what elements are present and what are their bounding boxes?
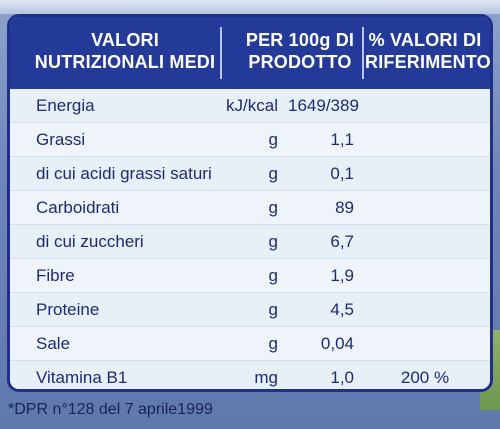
nutrient-reference — [370, 334, 480, 354]
nutrient-unit: g — [268, 164, 278, 183]
nutrient-name: Proteine — [36, 300, 100, 319]
row-separator — [10, 122, 490, 123]
row-background — [10, 293, 490, 327]
header-divider — [362, 27, 364, 79]
row-separator — [10, 360, 490, 361]
nutrient-value: 4,5 — [330, 300, 354, 319]
nutrition-row-energy: Energia kJ/kcal 1649/389 — [10, 89, 490, 123]
nutrient-name: Grassi — [36, 130, 86, 149]
nutrient-unit: g — [268, 198, 278, 217]
header-column-reference: % VALORI DI RIFERIMENTO* — [365, 30, 493, 72]
nutrient-reference — [370, 164, 480, 184]
nutrition-row-sugars: di cui zuccheri g 6,7 — [10, 225, 490, 259]
nutrient-unit: kJ/kcal — [226, 96, 278, 115]
header-column-per-100g: PER 100g DI PRODOTTO — [245, 30, 355, 72]
row-background — [10, 123, 490, 157]
nutrient-name: Vitamina B1 — [36, 368, 128, 387]
row-background — [10, 157, 490, 191]
row-background — [10, 327, 490, 361]
nutrient-unit: g — [268, 232, 278, 251]
nutrient-value: 0,1 — [330, 164, 354, 183]
nutrition-table: VALORI NUTRIZIONALI MEDI PER 100g DI PRO… — [7, 14, 493, 392]
nutrient-name: Fibre — [36, 266, 75, 285]
nutrient-value: 6,7 — [330, 232, 354, 251]
row-separator — [10, 224, 490, 225]
nutrition-row-fats: Grassi g 1,1 — [10, 123, 490, 157]
row-separator — [10, 156, 490, 157]
header-column-title: VALORI NUTRIZIONALI MEDI — [34, 30, 216, 72]
nutrient-name: di cui zuccheri — [36, 232, 144, 251]
package-top-edge — [0, 0, 500, 14]
nutrition-row-vitamin-b1: Vitamina B1 mg 1,0 200 % — [10, 361, 490, 389]
nutrient-unit: g — [268, 130, 278, 149]
nutrient-value: 0,04 — [320, 334, 354, 353]
nutrition-row-salt: Sale g 0,04 — [10, 327, 490, 361]
nutrient-value: 1649/389 — [288, 96, 359, 115]
nutrient-reference — [370, 232, 480, 252]
row-separator — [10, 326, 490, 327]
header-divider — [220, 27, 222, 79]
nutrient-reference — [370, 198, 480, 218]
nutrient-name: Energia — [36, 96, 95, 115]
nutrient-unit: g — [268, 266, 278, 285]
nutrient-reference — [370, 266, 480, 286]
row-separator — [10, 190, 490, 191]
row-separator — [10, 258, 490, 259]
row-background — [10, 225, 490, 259]
row-background — [10, 89, 490, 123]
nutrition-row-fibre: Fibre g 1,9 — [10, 259, 490, 293]
nutrition-row-saturated-fats: di cui acidi grassi saturi g 0,1 — [10, 157, 490, 191]
nutrient-name: di cui acidi grassi saturi — [36, 164, 212, 183]
row-separator — [10, 292, 490, 293]
row-background — [10, 259, 490, 293]
nutrient-reference — [370, 130, 480, 150]
nutrition-row-proteins: Proteine g 4,5 — [10, 293, 490, 327]
nutrient-value: 1,1 — [330, 130, 354, 149]
nutrient-unit: g — [268, 300, 278, 319]
nutrient-unit: mg — [254, 368, 278, 387]
nutrient-unit: g — [268, 334, 278, 353]
nutrition-row-carbohydrates: Carboidrati g 89 — [10, 191, 490, 225]
nutrient-reference — [370, 300, 480, 320]
nutrient-reference — [370, 96, 480, 116]
nutrient-name: Sale — [36, 334, 71, 353]
nutrient-value: 89 — [335, 198, 354, 217]
row-background — [10, 361, 490, 389]
nutrient-value: 1,0 — [330, 368, 354, 387]
nutrient-reference: 200 % — [400, 368, 450, 387]
nutrient-value: 1,9 — [330, 266, 354, 285]
nutrient-name: Carboidrati — [36, 198, 120, 217]
footnote: *DPR n°128 del 7 aprile1999 — [8, 401, 213, 418]
row-background — [10, 191, 490, 225]
nutrition-table-header: VALORI NUTRIZIONALI MEDI PER 100g DI PRO… — [10, 17, 490, 89]
